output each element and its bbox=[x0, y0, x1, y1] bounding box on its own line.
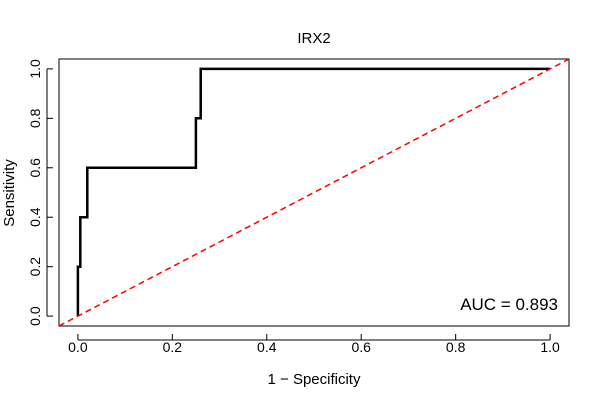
x-tick-label: 0.2 bbox=[163, 339, 183, 355]
chart-title: IRX2 bbox=[297, 30, 330, 47]
plot-frame bbox=[58, 58, 570, 327]
x-tick-label: 0.8 bbox=[446, 339, 466, 355]
auc-annotation: AUC = 0.893 bbox=[460, 295, 558, 314]
x-axis-label: 1 − Specificity bbox=[268, 371, 361, 388]
y-tick-label: 0.2 bbox=[27, 257, 43, 277]
reference-diagonal-line bbox=[59, 59, 569, 326]
x-tick-label: 0.6 bbox=[351, 339, 371, 355]
roc-curve-line bbox=[76, 67, 551, 317]
x-tick-label: 1.0 bbox=[540, 339, 560, 355]
y-tick-label: 0.8 bbox=[27, 108, 43, 128]
y-tick-label: 0.0 bbox=[27, 306, 43, 326]
y-tick-label: 0.6 bbox=[27, 158, 43, 178]
y-tick-label: 0.4 bbox=[27, 207, 43, 227]
y-axis-label: Sensitivity bbox=[1, 159, 18, 227]
x-tick-label: 0.4 bbox=[257, 339, 277, 355]
y-tick-label: 1.0 bbox=[27, 59, 43, 79]
x-tick-label: 0.0 bbox=[68, 339, 88, 355]
